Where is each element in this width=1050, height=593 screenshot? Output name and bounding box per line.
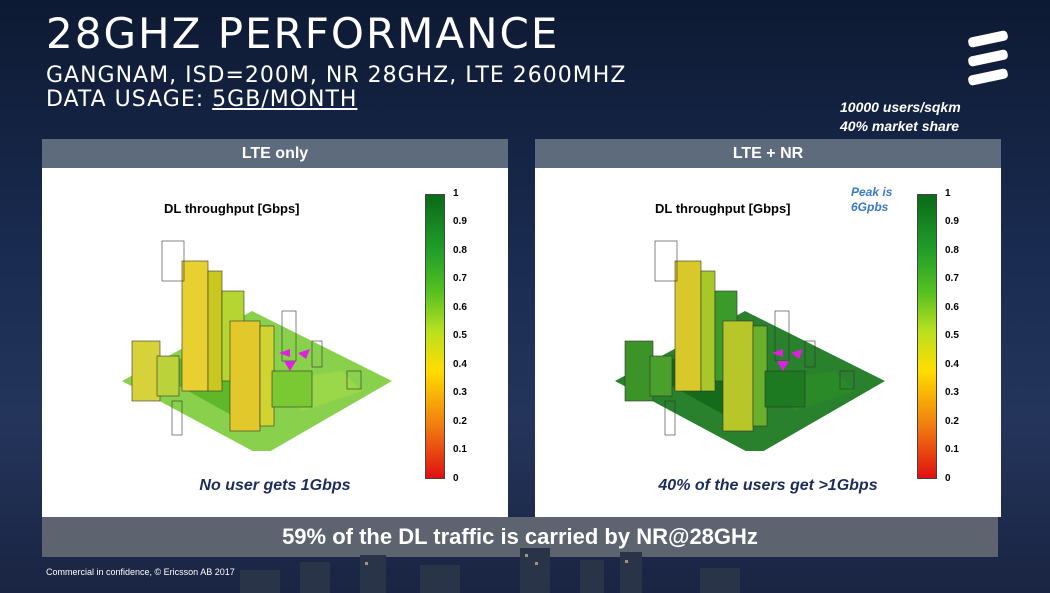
- colorbar-tick: 0: [945, 473, 951, 484]
- panel-header: LTE only: [42, 139, 508, 168]
- summary-banner: 59% of the DL traffic is carried by NR@2…: [42, 517, 998, 557]
- colorbar-tick: 0.4: [453, 359, 467, 370]
- slide-subtitle: GANGNAM, ISD=200M, NR 28GHZ, LTE 2600MHZ: [46, 63, 627, 88]
- colorbar-tick: 0.5: [453, 330, 467, 341]
- data-usage: DATA USAGE: 5GB/MONTH: [46, 88, 357, 112]
- peak-text: Peak is 6Gpbs: [851, 185, 893, 214]
- stats-box: 10000 users/sqkm 40% market share: [840, 98, 961, 136]
- colorbar-tick: 0.9: [945, 216, 959, 227]
- colorbar-tick: 0.1: [945, 444, 959, 455]
- colorbar-tick: 0.7: [945, 273, 959, 284]
- panel-caption: 40% of the users get >1Gbps: [658, 477, 878, 494]
- colorbar-tick: 0.7: [453, 273, 467, 284]
- colorbar-tick: 0.6: [945, 302, 959, 313]
- peak-note: Peak is 6Gpbs: [851, 185, 892, 215]
- colorbar-tick: 0.8: [945, 245, 959, 256]
- plot-title: DL throughput [Gbps]: [655, 201, 791, 216]
- plot-title: DL throughput [Gbps]: [164, 201, 300, 216]
- users-density: 10000 users/sqkm: [840, 99, 961, 115]
- data-usage-value: 5GB/MONTH: [212, 87, 358, 112]
- footer-text: Commercial in confidence, © Ericsson AB …: [46, 567, 235, 577]
- colorbar-tick: 0.9: [453, 216, 467, 227]
- panel-caption: No user gets 1Gbps: [199, 477, 351, 494]
- colorbar-tick: 0.3: [945, 387, 959, 398]
- slide-title: 28GHZ PERFORMANCE: [46, 9, 560, 58]
- colorbar-tick: 0.8: [453, 245, 467, 256]
- panel-header: LTE + NR: [535, 139, 1001, 168]
- colorbar-tick: 1: [945, 188, 951, 199]
- colorbar-tick: 0.3: [453, 387, 467, 398]
- colorbar-tick: 0.2: [945, 416, 959, 427]
- colorbar-tick: 0.6: [453, 302, 467, 313]
- colorbar-tick: 1: [453, 188, 459, 199]
- colorbar: 1 0.9 0.8 0.7 0.6 0.5 0.4 0.3 0.2 0.1 0: [425, 189, 467, 484]
- colorbar-tick: 0: [453, 473, 459, 484]
- colorbar-tick: 0.2: [453, 416, 467, 427]
- panel-lte-nr: LTE + NR DL throughput [Gbps] Peak is 6Gp…: [535, 139, 1001, 517]
- city-heatmap-image: [122, 240, 392, 451]
- ericsson-logo-icon: [968, 30, 1008, 86]
- colorbar-tick: 0.4: [945, 359, 959, 370]
- data-usage-label: DATA USAGE:: [46, 87, 213, 112]
- city-heatmap-image: [615, 240, 885, 451]
- market-share: 40% market share: [840, 118, 960, 134]
- colorbar: 1 0.9 0.8 0.7 0.6 0.5 0.4 0.3 0.2 0.1 0: [917, 189, 959, 484]
- colorbar-gradient: [425, 194, 445, 479]
- skyline-background-image: [240, 548, 740, 593]
- colorbar-gradient: [917, 194, 937, 479]
- colorbar-tick: 0.1: [453, 444, 467, 455]
- colorbar-tick: 0.5: [945, 330, 959, 341]
- panel-lte-only: LTE only DL throughput [Gbps] 1 0.9 0.8 …: [42, 139, 508, 517]
